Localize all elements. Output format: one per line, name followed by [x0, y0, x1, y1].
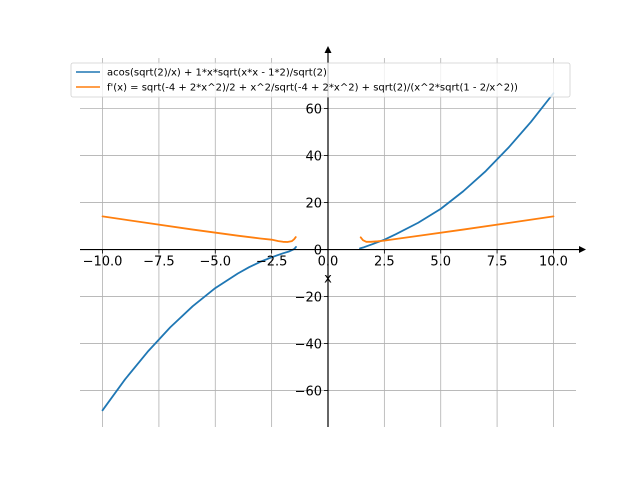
x-tick-label-0: −10.0	[83, 255, 123, 270]
x-tick-label-2: −5.0	[199, 255, 231, 270]
ticks: −10.0 −7.5 −5.0 −2.5 0.0 2.5 5.0 7.5 10.0 −60 −40 −…	[83, 103, 568, 400]
legend: acos(sqrt(2)/x) + 1*x*sqrt(x*x - 1*2)/sq…	[70, 62, 571, 98]
x-tick-label-6: 5.0	[430, 255, 451, 270]
x-tick-label-8: 10.0	[539, 255, 568, 270]
x-tick-label-7: 7.5	[487, 255, 508, 270]
x-tick-label-5: 2.5	[374, 255, 395, 270]
y-tick-label-4: 20	[305, 197, 322, 212]
series-1-segment-2	[359, 92, 555, 250]
y-axis-arrow	[324, 46, 332, 53]
y-tick-label-5: 40	[305, 150, 322, 165]
series-2-segment-1	[101, 215, 297, 243]
x-tick-label-1: −7.5	[143, 255, 175, 270]
y-tick-label-2: −20	[295, 291, 322, 306]
x-axis-label: x	[324, 272, 332, 287]
series-2-segment-2	[359, 215, 555, 243]
y-tick-label-6: 60	[305, 103, 322, 118]
axes	[80, 46, 586, 427]
x-tick-label-3: −2.5	[256, 255, 288, 270]
y-tick-label-0: −60	[295, 385, 322, 400]
y-tick-label-3: 0	[314, 244, 322, 259]
y-tick-label-1: −40	[295, 338, 322, 353]
legend-label-series-1: acos(sqrt(2)/x) + 1*x*sqrt(x*x - 1*2)/sq…	[107, 68, 327, 79]
legend-box	[70, 62, 571, 98]
series-layer	[101, 92, 555, 412]
series-1-segment-1	[101, 246, 297, 412]
x-tick-label-4: 0.0	[318, 255, 339, 270]
legend-label-series-2: f'(x) = sqrt(-4 + 2*x^2)/2 + x^2/sqrt(-4…	[107, 83, 518, 94]
x-axis-arrow	[579, 246, 586, 254]
